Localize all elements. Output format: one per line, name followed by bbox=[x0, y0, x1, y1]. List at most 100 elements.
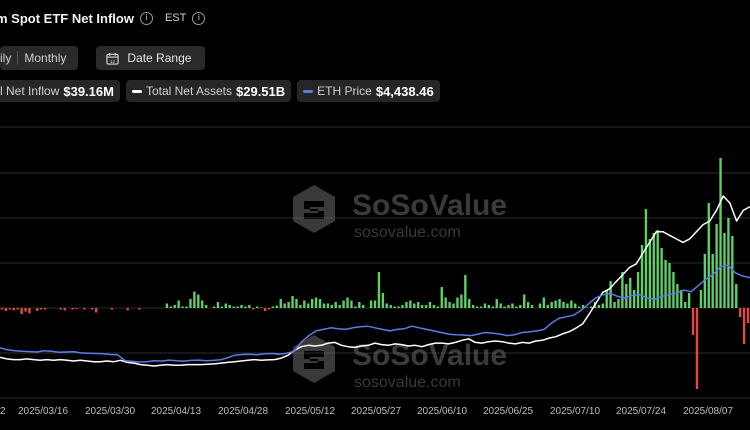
inflow-bar[interactable] bbox=[707, 203, 710, 308]
inflow-bar[interactable] bbox=[558, 299, 561, 308]
inflow-bar[interactable] bbox=[479, 306, 483, 309]
timezone-info-icon[interactable]: i bbox=[192, 11, 206, 25]
inflow-bar[interactable] bbox=[613, 302, 616, 308]
inflow-bar[interactable] bbox=[625, 284, 628, 308]
inflow-bar[interactable] bbox=[511, 303, 514, 309]
inflow-bar[interactable] bbox=[585, 307, 589, 308]
inflow-bar[interactable] bbox=[460, 294, 463, 309]
inflow-bar[interactable] bbox=[291, 296, 294, 308]
inflow-bar[interactable] bbox=[212, 306, 216, 309]
inflow-bar[interactable] bbox=[275, 305, 279, 308]
inflow-bar[interactable] bbox=[193, 291, 196, 309]
inflow-bar[interactable] bbox=[424, 305, 428, 308]
inflow-bar[interactable] bbox=[468, 299, 471, 308]
inflow-bar[interactable] bbox=[299, 305, 302, 308]
inflow-bar[interactable] bbox=[338, 305, 341, 308]
inflow-bar[interactable] bbox=[629, 278, 632, 308]
inflow-bar[interactable] bbox=[632, 290, 636, 308]
inflow-bar[interactable] bbox=[601, 303, 604, 309]
inflow-bar[interactable] bbox=[354, 306, 357, 309]
inflow-bar[interactable] bbox=[181, 306, 184, 309]
inflow-bar[interactable] bbox=[318, 299, 322, 308]
inflow-bar[interactable] bbox=[204, 305, 208, 308]
inflow-bar[interactable] bbox=[91, 308, 94, 310]
legend-assets[interactable]: Total Net Assets $29.51B bbox=[125, 80, 292, 102]
inflow-bar[interactable] bbox=[695, 308, 699, 389]
inflow-bar[interactable] bbox=[727, 218, 730, 308]
inflow-bar[interactable] bbox=[687, 293, 691, 308]
inflow-bar[interactable] bbox=[448, 302, 451, 308]
inflow-bar[interactable] bbox=[322, 303, 326, 309]
inflow-bar[interactable] bbox=[554, 300, 557, 309]
info-icon[interactable]: i bbox=[139, 11, 153, 25]
inflow-bar[interactable] bbox=[542, 297, 546, 309]
inflow-bar[interactable] bbox=[63, 308, 66, 311]
inflow-bar[interactable] bbox=[310, 299, 314, 308]
inflow-bar[interactable] bbox=[244, 306, 247, 309]
inflow-bar[interactable] bbox=[216, 302, 220, 308]
inflow-bar[interactable] bbox=[703, 254, 707, 308]
inflow-bar[interactable] bbox=[240, 305, 243, 308]
inflow-bar[interactable] bbox=[464, 275, 467, 308]
inflow-bar[interactable] bbox=[742, 308, 746, 344]
inflow-bar[interactable] bbox=[295, 299, 298, 308]
inflow-bar[interactable] bbox=[550, 302, 553, 308]
period-option-daily[interactable]: ily bbox=[0, 51, 12, 65]
inflow-bar[interactable] bbox=[173, 305, 176, 308]
inflow-bar[interactable] bbox=[660, 248, 663, 308]
inflow-bar[interactable] bbox=[417, 302, 420, 308]
inflow-bar[interactable] bbox=[723, 233, 726, 308]
inflow-bar[interactable] bbox=[287, 302, 290, 308]
inflow-bar[interactable] bbox=[471, 305, 475, 308]
inflow-bar[interactable] bbox=[746, 308, 750, 323]
inflow-bar[interactable] bbox=[271, 306, 275, 309]
inflow-bar[interactable] bbox=[138, 308, 141, 310]
inflow-bar[interactable] bbox=[397, 306, 400, 309]
inflow-bar[interactable] bbox=[307, 303, 310, 309]
inflow-bar[interactable] bbox=[519, 305, 522, 308]
inflow-bar[interactable] bbox=[444, 297, 447, 309]
inflow-bar[interactable] bbox=[487, 305, 491, 308]
inflow-bar[interactable] bbox=[578, 306, 581, 309]
inflow-bar[interactable] bbox=[574, 303, 577, 309]
inflow-bar[interactable] bbox=[691, 308, 695, 335]
inflow-bar[interactable] bbox=[4, 308, 8, 311]
inflow-bar[interactable] bbox=[169, 306, 172, 309]
inflow-bar[interactable] bbox=[621, 272, 624, 308]
inflow-bar[interactable] bbox=[263, 308, 267, 311]
eth-price-line[interactable] bbox=[0, 264, 750, 363]
inflow-bar[interactable] bbox=[672, 272, 675, 308]
inflow-bar[interactable] bbox=[267, 308, 271, 310]
inflow-bar[interactable] bbox=[28, 308, 31, 314]
inflow-bar[interactable] bbox=[440, 287, 443, 308]
inflow-bar[interactable] bbox=[314, 297, 318, 309]
inflow-bar[interactable] bbox=[546, 305, 549, 308]
inflow-bar[interactable] bbox=[36, 308, 39, 311]
inflow-bar[interactable] bbox=[362, 305, 365, 308]
inflow-bar[interactable] bbox=[428, 302, 432, 308]
inflow-bar[interactable] bbox=[40, 308, 43, 310]
inflow-bar[interactable] bbox=[220, 306, 224, 309]
inflow-bar[interactable] bbox=[530, 305, 534, 308]
inflow-bar[interactable] bbox=[236, 306, 239, 309]
inflow-bar[interactable] bbox=[684, 302, 687, 308]
legend-price[interactable]: ETH Price $4,438.46 bbox=[297, 80, 440, 102]
inflow-bar[interactable] bbox=[656, 230, 659, 308]
inflow-bar[interactable] bbox=[8, 308, 11, 310]
inflow-bar[interactable] bbox=[648, 239, 652, 308]
inflow-bar[interactable] bbox=[381, 293, 385, 308]
inflow-bar[interactable] bbox=[201, 300, 204, 309]
inflow-bar[interactable] bbox=[739, 308, 742, 317]
inflow-bar[interactable] bbox=[452, 303, 455, 309]
inflow-bar[interactable] bbox=[570, 300, 573, 309]
inflow-bar[interactable] bbox=[330, 305, 333, 308]
total-net-assets-line[interactable] bbox=[0, 195, 750, 367]
inflow-bar[interactable] bbox=[326, 303, 330, 309]
inflow-bar[interactable] bbox=[303, 300, 306, 309]
inflow-bar[interactable] bbox=[377, 272, 381, 308]
inflow-bar[interactable] bbox=[228, 305, 231, 308]
inflow-bar[interactable] bbox=[735, 284, 738, 308]
inflow-bar[interactable] bbox=[413, 303, 416, 309]
inflow-bar[interactable] bbox=[71, 308, 74, 310]
inflow-bar[interactable] bbox=[589, 306, 593, 309]
